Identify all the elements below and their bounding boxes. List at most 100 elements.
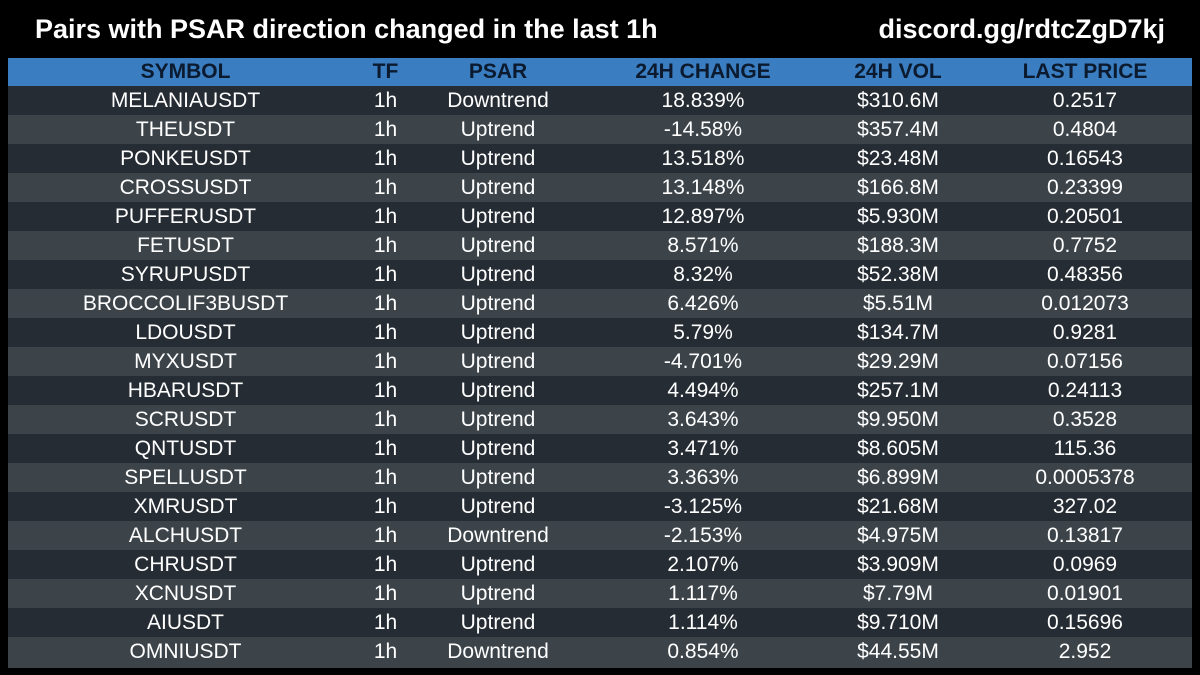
cell-symbol: BROCCOLIF3BUSDT xyxy=(8,289,363,318)
cell-psar: Uptrend xyxy=(408,550,588,579)
cell-last-price: 0.20501 xyxy=(978,202,1192,231)
cell-symbol: SPELLUSDT xyxy=(8,463,363,492)
cell-vol-24h: $29.29M xyxy=(818,347,978,376)
page-title: Pairs with PSAR direction changed in the… xyxy=(35,14,658,44)
cell-change-24h: 5.79% xyxy=(588,318,818,347)
psar-table: SYMBOL TF PSAR 24H CHANGE 24H VOL LAST PRICE … xyxy=(8,58,1192,666)
cell-last-price: 0.07156 xyxy=(978,347,1192,376)
cell-psar: Uptrend xyxy=(408,405,588,434)
cell-psar: Uptrend xyxy=(408,289,588,318)
cell-vol-24h: $166.8M xyxy=(818,173,978,202)
cell-vol-24h: $21.68M xyxy=(818,492,978,521)
cell-symbol: LDOUSDT xyxy=(8,318,363,347)
cell-psar: Uptrend xyxy=(408,434,588,463)
cell-psar: Downtrend xyxy=(408,86,588,115)
cell-tf: 1h xyxy=(363,289,408,318)
table-row: FETUSDT 1h Uptrend 8.571% $188.3M 0.7752 xyxy=(8,231,1192,260)
cell-change-24h: -14.58% xyxy=(588,115,818,144)
table-row: PUFFERUSDT 1h Uptrend 12.897% $5.930M 0.20501 xyxy=(8,202,1192,231)
cell-symbol: XMRUSDT xyxy=(8,492,363,521)
table-row: QNTUSDT 1h Uptrend 3.471% $8.605M 115.36 xyxy=(8,434,1192,463)
cell-symbol: PONKEUSDT xyxy=(8,144,363,173)
table-row: CHRUSDT 1h Uptrend 2.107% $3.909M 0.0969 xyxy=(8,550,1192,579)
column-header-tf: TF xyxy=(363,58,408,86)
cell-symbol: MYXUSDT xyxy=(8,347,363,376)
cell-vol-24h: $5.930M xyxy=(818,202,978,231)
cell-last-price: 2.952 xyxy=(978,637,1192,666)
cell-tf: 1h xyxy=(363,608,408,637)
cell-last-price: 0.15696 xyxy=(978,608,1192,637)
cell-psar: Uptrend xyxy=(408,115,588,144)
cell-vol-24h: $23.48M xyxy=(818,144,978,173)
cell-last-price: 327.02 xyxy=(978,492,1192,521)
cell-tf: 1h xyxy=(363,115,408,144)
table-body: MELANIAUSDT 1h Downtrend 18.839% $310.6M 0.25… xyxy=(8,86,1192,666)
cell-tf: 1h xyxy=(363,492,408,521)
table-row: LDOUSDT 1h Uptrend 5.79% $134.7M 0.9281 xyxy=(8,318,1192,347)
table-row: CROSSUSDT 1h Uptrend 13.148% $166.8M 0.23399 xyxy=(8,173,1192,202)
cell-psar: Downtrend xyxy=(408,521,588,550)
table-row: SCRUSDT 1h Uptrend 3.643% $9.950M 0.3528 xyxy=(8,405,1192,434)
cell-psar: Uptrend xyxy=(408,463,588,492)
cell-vol-24h: $357.4M xyxy=(818,115,978,144)
table-row: OMNIUSDT 1h Downtrend 0.854% $44.55M 2.952 xyxy=(8,637,1192,666)
cell-last-price: 0.4804 xyxy=(978,115,1192,144)
cell-change-24h: -2.153% xyxy=(588,521,818,550)
column-header-last-price: LAST PRICE xyxy=(978,58,1192,86)
cell-last-price: 0.0969 xyxy=(978,550,1192,579)
cell-last-price: 0.01901 xyxy=(978,579,1192,608)
cell-last-price: 0.9281 xyxy=(978,318,1192,347)
cell-change-24h: 12.897% xyxy=(588,202,818,231)
cell-change-24h: 3.363% xyxy=(588,463,818,492)
cell-tf: 1h xyxy=(363,318,408,347)
cell-psar: Uptrend xyxy=(408,231,588,260)
cell-psar: Uptrend xyxy=(408,376,588,405)
table-header: SYMBOL TF PSAR 24H CHANGE 24H VOL LAST PRICE xyxy=(8,58,1192,86)
table-row: MELANIAUSDT 1h Downtrend 18.839% $310.6M 0.25… xyxy=(8,86,1192,115)
cell-symbol: OMNIUSDT xyxy=(8,637,363,666)
cell-change-24h: 13.148% xyxy=(588,173,818,202)
cell-vol-24h: $9.710M xyxy=(818,608,978,637)
cell-vol-24h: $44.55M xyxy=(818,637,978,666)
cell-psar: Uptrend xyxy=(408,318,588,347)
cell-change-24h: 1.114% xyxy=(588,608,818,637)
cell-last-price: 0.7752 xyxy=(978,231,1192,260)
cell-last-price: 0.2517 xyxy=(978,86,1192,115)
cell-change-24h: -4.701% xyxy=(588,347,818,376)
table-row: XMRUSDT 1h Uptrend -3.125% $21.68M 327.02 xyxy=(8,492,1192,521)
cell-vol-24h: $257.1M xyxy=(818,376,978,405)
cell-change-24h: 8.571% xyxy=(588,231,818,260)
cell-symbol: CROSSUSDT xyxy=(8,173,363,202)
table-row: AIUSDT 1h Uptrend 1.114% $9.710M 0.15696 xyxy=(8,608,1192,637)
cell-change-24h: 18.839% xyxy=(588,86,818,115)
cell-tf: 1h xyxy=(363,405,408,434)
cell-tf: 1h xyxy=(363,347,408,376)
table-row: BROCCOLIF3BUSDT 1h Uptrend 6.426% $5.51M 0.01… xyxy=(8,289,1192,318)
cell-change-24h: 2.107% xyxy=(588,550,818,579)
cell-tf: 1h xyxy=(363,637,408,666)
cell-last-price: 0.24113 xyxy=(978,376,1192,405)
cell-vol-24h: $8.605M xyxy=(818,434,978,463)
table-row: HBARUSDT 1h Uptrend 4.494% $257.1M 0.24113 xyxy=(8,376,1192,405)
cell-vol-24h: $188.3M xyxy=(818,231,978,260)
column-header-symbol: SYMBOL xyxy=(8,58,363,86)
cell-change-24h: -3.125% xyxy=(588,492,818,521)
cell-last-price: 115.36 xyxy=(978,434,1192,463)
cell-change-24h: 6.426% xyxy=(588,289,818,318)
cell-psar: Downtrend xyxy=(408,637,588,666)
cell-tf: 1h xyxy=(363,231,408,260)
cell-change-24h: 0.854% xyxy=(588,637,818,666)
cell-symbol: MELANIAUSDT xyxy=(8,86,363,115)
cell-vol-24h: $3.909M xyxy=(818,550,978,579)
cell-tf: 1h xyxy=(363,173,408,202)
cell-symbol: FETUSDT xyxy=(8,231,363,260)
cell-change-24h: 3.471% xyxy=(588,434,818,463)
cell-tf: 1h xyxy=(363,463,408,492)
cell-psar: Uptrend xyxy=(408,347,588,376)
table-row: SYRUPUSDT 1h Uptrend 8.32% $52.38M 0.48356 xyxy=(8,260,1192,289)
cell-tf: 1h xyxy=(363,202,408,231)
cell-symbol: AIUSDT xyxy=(8,608,363,637)
cell-tf: 1h xyxy=(363,434,408,463)
cell-vol-24h: $7.79M xyxy=(818,579,978,608)
cell-last-price: 0.13817 xyxy=(978,521,1192,550)
